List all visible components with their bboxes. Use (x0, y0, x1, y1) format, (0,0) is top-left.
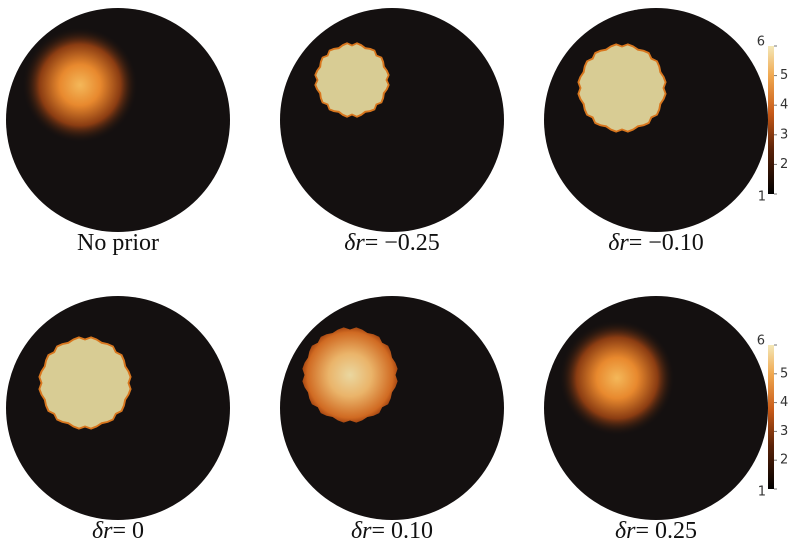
caption-value: = 0.10 (371, 518, 433, 544)
caption-symbol: δr (351, 518, 372, 544)
colorbar-label: 3 (780, 127, 788, 142)
colorbar-label: 1 (758, 485, 766, 500)
colorbar-label: 4 (780, 395, 788, 410)
colorbar-label: 6 (757, 334, 765, 349)
colorbar-label: 6 (757, 35, 765, 50)
caption: δr= 0.10 (351, 518, 433, 544)
caption: δr= −0.10 (608, 230, 704, 256)
colorbar (768, 46, 774, 194)
caption: δr= 0 (92, 518, 144, 544)
caption-value: = 0.25 (635, 518, 697, 544)
blob (559, 320, 675, 436)
caption-value: = 0 (112, 518, 144, 544)
caption: δr= −0.25 (344, 230, 440, 256)
colorbar-label: 5 (780, 68, 788, 83)
caption: δr= 0.25 (615, 518, 697, 544)
colorbar-label: 3 (780, 424, 788, 439)
blob (40, 338, 130, 428)
blob (579, 45, 665, 131)
blob (22, 27, 138, 143)
colorbar-label: 2 (780, 157, 788, 172)
colorbar-label: 1 (758, 190, 766, 205)
caption-value: = −0.10 (629, 230, 704, 256)
blob (302, 327, 398, 423)
caption-symbol: δr (608, 230, 629, 256)
disc (280, 8, 504, 232)
blob (316, 44, 388, 116)
caption-value: = −0.25 (365, 230, 440, 256)
caption-symbol: δr (344, 230, 365, 256)
colorbar-label: 4 (780, 98, 788, 113)
caption: No prior (77, 230, 159, 256)
colorbar-label: 2 (780, 453, 788, 468)
colorbar (768, 345, 774, 489)
caption-symbol: δr (615, 518, 636, 544)
caption-symbol: δr (92, 518, 113, 544)
disc (280, 296, 504, 520)
colorbar-label: 5 (780, 366, 788, 381)
disc (544, 8, 768, 232)
